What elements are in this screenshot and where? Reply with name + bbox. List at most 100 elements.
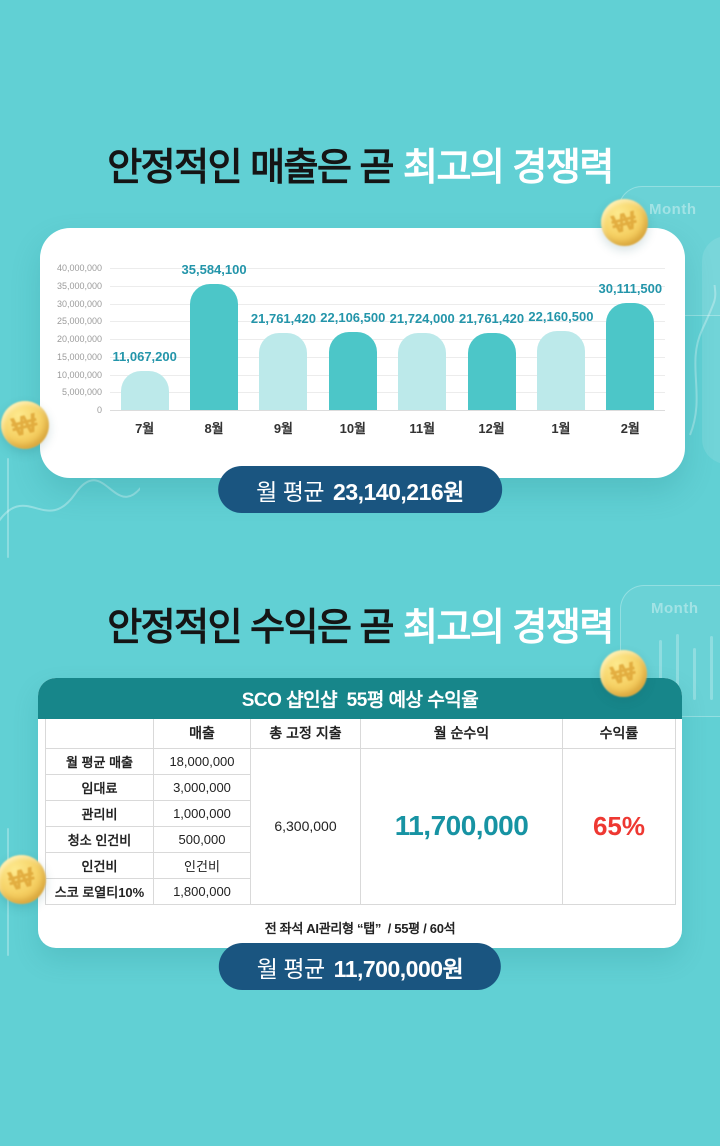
- bar-value-label: 22,106,500: [320, 309, 386, 325]
- table-column-header: 월 순수익: [360, 719, 563, 749]
- profit-average-badge: 월 평균 11,700,000원: [218, 943, 502, 990]
- total-fixed-expense: 6,300,000: [250, 747, 361, 905]
- table-column-header: [45, 719, 154, 749]
- bar-value-label: 22,160,500: [528, 309, 594, 325]
- bar-x-label: 7월: [135, 421, 155, 436]
- chart-y-tick-label: 30,000,000: [56, 298, 102, 309]
- bar-slot: 30,111,500: [596, 268, 665, 410]
- sales-title-dark: 안정적인 매출은 곧: [107, 147, 394, 189]
- bar-x-label: 12월: [478, 421, 505, 436]
- bar-slot: 11,067,200: [110, 268, 179, 410]
- chart-y-tick-label: 15,000,000: [56, 351, 102, 362]
- won-coin-icon: ₩: [1, 401, 49, 449]
- table-column-header: 수익률: [562, 719, 676, 749]
- bar-8월: [190, 283, 239, 410]
- bar-value-label: 21,724,000: [389, 310, 455, 326]
- table-footnote: 전 좌석 AI관리형 “탭” / 55평 / 60석: [264, 920, 456, 936]
- badge-value: 11,700,000원: [333, 955, 464, 982]
- bar-slot: 22,160,500: [526, 268, 595, 410]
- chart-gridline: [110, 321, 665, 323]
- chart-y-tick-label: 25,000,000: [56, 316, 102, 327]
- chart-gridline: [110, 392, 665, 394]
- bar-slot: 21,761,420: [249, 268, 318, 410]
- table-row: 청소 인건비 500,000: [45, 825, 676, 853]
- table-row: 인건비 인건비: [45, 851, 676, 879]
- bar-value-label: 11,067,200: [112, 348, 177, 364]
- bar-10월: [328, 331, 377, 410]
- chart-y-tick-label: 20,000,000: [56, 334, 102, 344]
- sales-title-accent: 최고의 경쟁력: [402, 147, 614, 189]
- ghost-wave-decoration: [0, 479, 140, 522]
- bar-x-label: 11월: [409, 421, 436, 436]
- won-coin-icon: ₩: [601, 199, 648, 246]
- table-title: SCO 샵인샵 55평 예상 수익율: [38, 678, 682, 719]
- ghost-wave-decoration: [689, 285, 717, 436]
- chart-gridline: [110, 285, 665, 287]
- chart-y-tick-label: 40,000,000: [56, 263, 102, 273]
- bar-2월: [606, 303, 655, 410]
- bar-value-label: 21,761,420: [250, 310, 316, 326]
- sales-average-badge: 월 평균 23,140,216원: [218, 466, 502, 513]
- bar-series: 11,067,200 35,584,100 21,761,420 22,106,500…: [110, 262, 665, 410]
- badge-value: 23,140,216원: [333, 478, 464, 505]
- row-label: 인건비: [45, 851, 154, 879]
- bar-x-label: 10월: [339, 421, 367, 436]
- table-row: 스코 로열티10% 1,800,000: [45, 877, 676, 905]
- bar-7월: [120, 370, 169, 410]
- monthly-net-profit: 11,700,000: [360, 747, 563, 905]
- bar-1월: [536, 331, 585, 410]
- ghost-month-label: Month: [649, 201, 697, 218]
- profit-table: 매출 총 고정 지출 월 순수익 수익률 월 평균 매출 18,000,000 6,300…: [45, 719, 676, 905]
- chart-y-tick-label: 10,000,000: [56, 369, 102, 380]
- bar-chart-plot: 0 5,000,000 10,000,000 15,000,000 20,000,000…: [57, 262, 665, 415]
- profit-title-dark: 안정적인 수익은 곧: [107, 607, 394, 649]
- chart-gridline: [110, 374, 665, 376]
- chart-y-tick-label: 5,000,000: [61, 387, 102, 398]
- bar-9월: [259, 332, 308, 410]
- bar-11월: [398, 332, 447, 410]
- table-row: 임대료 3,000,000: [45, 773, 676, 801]
- table-row: 관리비 1,000,000: [45, 799, 676, 827]
- row-value: 500,000: [153, 825, 251, 853]
- row-value: 1,800,000: [153, 877, 251, 905]
- profit-title: 안정적인 수익은 곧 최고의 경쟁력: [0, 596, 720, 651]
- row-label: 월 평균 매출: [45, 747, 154, 775]
- row-value: 인건비: [153, 851, 251, 879]
- bar-value-label: 30,111,500: [598, 281, 663, 297]
- ghost-month-label: Month: [651, 600, 699, 617]
- ghost-line-decoration: [7, 458, 9, 558]
- bar-x-label: 1월: [551, 421, 571, 436]
- table-row: 월 평균 매출 18,000,000 6,300,000 11,700,000 65%: [45, 747, 676, 905]
- bar-value-label: 21,761,420: [459, 310, 525, 326]
- row-value: 18,000,000: [153, 747, 251, 775]
- bar-12월: [467, 332, 516, 410]
- chart-gridline: [110, 410, 665, 411]
- chart-gridline: [110, 268, 665, 269]
- won-coin-icon: ₩: [0, 855, 46, 904]
- table-column-header: 총 고정 지출: [250, 719, 361, 749]
- profit-rate: 65%: [562, 747, 676, 905]
- ghost-card-edge-decoration: [702, 236, 720, 464]
- profit-title-accent: 최고의 경쟁력: [402, 607, 614, 649]
- bar-x-label: 8월: [204, 421, 224, 436]
- chart-gridline: [110, 356, 665, 358]
- row-label: 임대료: [45, 773, 154, 801]
- profit-table-wrap: 매출 총 고정 지출 월 순수익 수익률 월 평균 매출 18,000,000 6,300…: [38, 719, 682, 905]
- bar-x-label: 9월: [273, 421, 294, 436]
- bar-slot: 21,724,000: [388, 268, 457, 410]
- badge-prefix: 월 평균: [256, 478, 325, 505]
- bar-slot: 22,106,500: [318, 268, 387, 410]
- bar-slot: 35,584,100: [179, 262, 248, 410]
- chart-y-tick-label: 0: [96, 405, 102, 415]
- bar-value-label: 35,584,100: [181, 261, 247, 277]
- sales-title: 안정적인 매출은 곧 최고의 경쟁력: [0, 136, 720, 191]
- row-label: 청소 인건비: [45, 825, 154, 853]
- chart-gridline: [110, 303, 665, 305]
- row-value: 3,000,000: [153, 773, 251, 801]
- won-coin-icon: ₩: [600, 650, 647, 697]
- ghost-bars-decoration: [659, 634, 713, 700]
- sales-chart-card: 0 5,000,000 10,000,000 15,000,000 20,000,000…: [40, 228, 685, 478]
- chart-y-tick-label: 35,000,000: [56, 280, 102, 291]
- badge-prefix: 월 평균: [256, 955, 325, 982]
- bar-slot: 21,761,420: [457, 268, 526, 410]
